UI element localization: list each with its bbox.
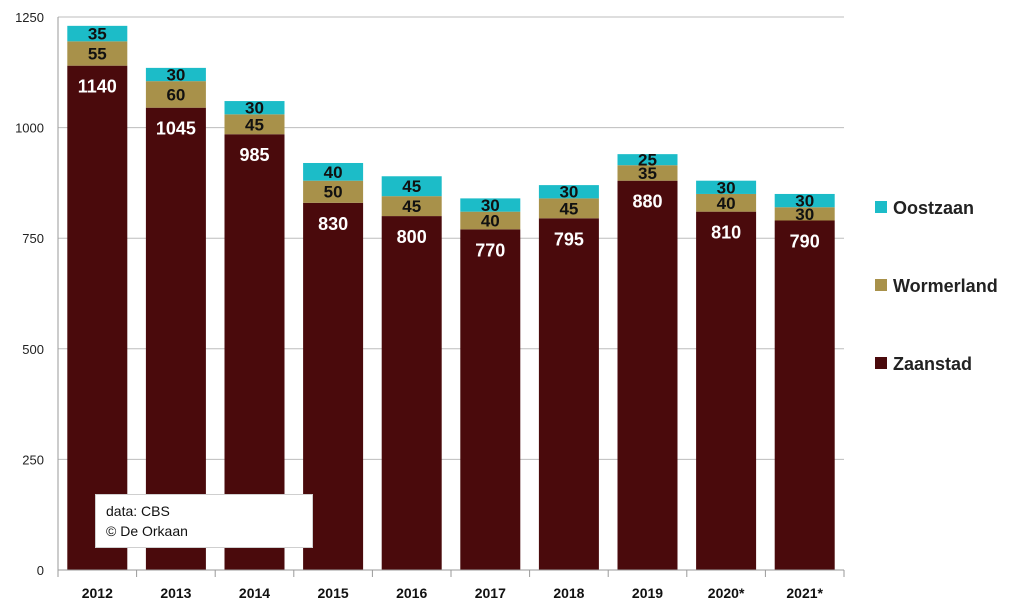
bar-segment-oostzaan: [67, 25, 128, 42]
bar-value-label: 770: [475, 240, 505, 260]
bar-value-label: 35: [638, 164, 657, 183]
bar-segment-oostzaan: [617, 154, 678, 166]
x-tick-label: 2021*: [786, 585, 823, 601]
bar-segment-oostzaan: [224, 101, 285, 115]
bar-segment-zaanstad: [460, 229, 521, 571]
bar-value-label: 45: [402, 177, 421, 196]
bar-value-label: 30: [795, 205, 814, 224]
bar-value-label: 40: [324, 163, 343, 182]
bar-value-label: 985: [239, 145, 269, 165]
legend-label-zaanstad: Zaanstad: [893, 354, 972, 374]
bar-segment-wormerland: [381, 196, 442, 217]
bar-value-label: 790: [790, 232, 820, 252]
source-note-line-1: data: CBS: [106, 503, 170, 519]
bar-value-label: 55: [88, 44, 107, 63]
legend-swatch-zaanstad: [875, 357, 887, 369]
bar-segment-wormerland: [774, 207, 835, 221]
bar-value-label: 50: [324, 183, 343, 202]
x-tick-label: 2020*: [708, 585, 745, 601]
bar-segment-zaanstad: [696, 211, 757, 570]
bar-value-label: 800: [397, 227, 427, 247]
bar-segment-wormerland: [538, 198, 599, 219]
bar-value-label: 25: [638, 151, 657, 170]
bar-segment-oostzaan: [381, 176, 442, 197]
bar-segment-wormerland: [696, 193, 757, 212]
y-tick-label: 250: [22, 452, 44, 467]
x-tick-label: 2016: [396, 585, 427, 601]
bar-segment-zaanstad: [381, 216, 442, 570]
bar-value-label: 40: [481, 212, 500, 231]
bar-segment-oostzaan: [145, 67, 206, 82]
legend-swatch-oostzaan: [875, 201, 887, 213]
x-tick-label: 2012: [82, 585, 113, 601]
bar-value-label: 30: [795, 192, 814, 211]
y-tick-label: 1000: [15, 121, 44, 136]
bar-value-label: 45: [402, 197, 421, 216]
x-tick-label: 2018: [553, 585, 584, 601]
bar-segment-oostzaan: [696, 180, 757, 194]
bar-segment-oostzaan: [538, 185, 599, 199]
bar-value-label: 45: [559, 199, 578, 218]
y-tick-label: 750: [22, 231, 44, 246]
bar-segment-zaanstad: [145, 107, 206, 570]
y-tick-label: 500: [22, 342, 44, 357]
x-tick-label: 2013: [160, 585, 191, 601]
bar-value-label: 45: [245, 115, 264, 134]
bar-value-label: 810: [711, 223, 741, 243]
bar-value-label: 30: [717, 178, 736, 197]
source-note: data: CBS © De Orkaan: [95, 494, 313, 548]
bar-value-label: 1045: [156, 119, 196, 139]
bar-segment-oostzaan: [460, 198, 521, 212]
legend-label-wormerland: Wormerland: [893, 276, 998, 296]
x-tick-label: 2014: [239, 585, 270, 601]
bar-segment-zaanstad: [303, 202, 364, 571]
legend-label-oostzaan: Oostzaan: [893, 198, 974, 218]
bar-value-label: 880: [632, 192, 662, 212]
bar-segment-wormerland: [460, 211, 521, 230]
bar-segment-wormerland: [617, 165, 678, 181]
bar-value-label: 30: [559, 183, 578, 202]
x-tick-label: 2019: [632, 585, 663, 601]
bar-segment-zaanstad: [617, 180, 678, 571]
bar-value-label: 30: [166, 66, 185, 85]
legend: Oostzaan Wormerland Zaanstad: [875, 198, 998, 374]
y-tick-label: 0: [37, 563, 44, 578]
y-tick-label: 1250: [15, 10, 44, 25]
bar-segment-wormerland: [224, 114, 285, 135]
bar-segment-wormerland: [303, 180, 364, 203]
y-axis: 0 250 500 750 1000 1250: [15, 10, 59, 578]
bar-value-label: 40: [717, 194, 736, 213]
bar-value-label: 30: [245, 99, 264, 118]
bar-segment-oostzaan: [303, 162, 364, 181]
bar-value-label: 30: [481, 196, 500, 215]
x-tick-label: 2017: [475, 585, 506, 601]
bar-value-label: 35: [88, 25, 107, 44]
bars: 1140553510456030985453083050408004545770…: [67, 25, 835, 571]
bar-segment-wormerland: [67, 41, 128, 66]
bar-value-label: 1140: [78, 77, 117, 97]
bar-segment-zaanstad: [67, 65, 128, 570]
bar-value-label: 830: [318, 214, 348, 234]
legend-swatch-wormerland: [875, 279, 887, 291]
bar-value-label: 795: [554, 229, 584, 249]
bar-segment-oostzaan: [774, 193, 835, 208]
x-tick-label: 2015: [318, 585, 349, 601]
bar-segment-wormerland: [145, 81, 206, 108]
source-note-line-2: © De Orkaan: [106, 523, 188, 539]
x-axis: 2012 2013 2014 2015 2016 2017 2018 2019 2020* 202…: [57, 569, 845, 601]
bar-value-label: 60: [166, 85, 185, 104]
bar-segment-zaanstad: [774, 220, 835, 570]
bar-segment-zaanstad: [538, 218, 599, 571]
